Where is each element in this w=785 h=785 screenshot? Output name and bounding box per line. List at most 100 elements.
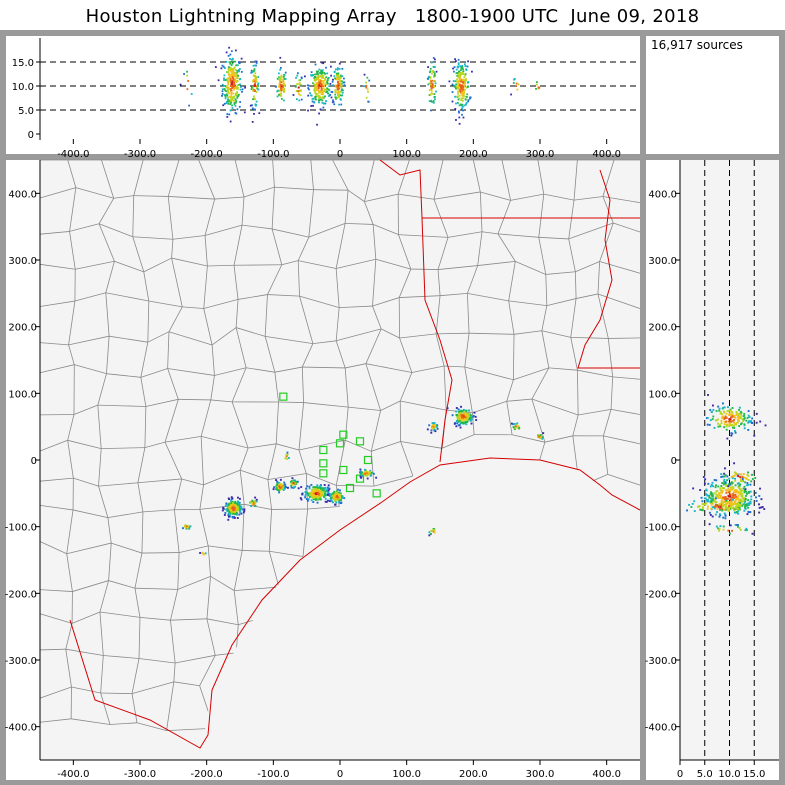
source-point [738,425,741,427]
source-point [311,489,314,491]
county-border [339,305,373,309]
source-point [316,87,318,89]
source-point [184,524,187,527]
source-point [714,497,717,500]
source-point [738,504,741,507]
source-point [743,489,746,492]
county-border [308,189,314,238]
source-point [740,473,743,476]
y-tick-label: 5.0 [18,106,34,117]
county-border [201,436,249,449]
source-point [709,408,712,411]
source-point [290,486,293,489]
source-point [432,70,434,72]
source-point [513,423,516,426]
county-border [39,541,67,555]
source-point [688,503,691,506]
source-point [461,99,464,102]
county-border [506,401,513,435]
source-point [341,75,344,78]
source-point [223,514,226,516]
source-point [739,529,742,531]
county-border [231,401,249,449]
y-tick-label: 10.0 [12,82,34,93]
source-point [711,481,714,484]
source-point [231,98,234,101]
source-point [231,96,234,99]
x-tick-label: 15.0 [743,769,765,780]
source-point [724,415,727,418]
source-point [322,87,325,90]
county-border [501,159,511,201]
source-point [464,98,467,101]
source-point [316,85,318,87]
source-point [238,69,240,72]
county-border [167,368,215,376]
source-point [434,82,437,85]
source-point [738,492,741,495]
source-point [236,92,238,95]
source-point [229,505,232,508]
source-point [227,66,230,69]
county-border [142,509,175,513]
source-point [359,475,362,478]
source-point [236,512,238,514]
y-tick-label: -400.0 [645,723,677,734]
source-point [257,82,260,85]
source-point [458,79,460,82]
source-point [744,504,747,507]
source-point [228,73,231,76]
x-tick-label: 0 [677,769,683,780]
source-point [461,109,464,112]
county-border [274,372,279,403]
source-point [340,82,343,85]
gulf-water [200,458,640,760]
source-point [742,418,745,421]
source-point [278,80,281,83]
source-point [229,98,232,101]
source-point [239,88,242,91]
source-point [725,428,728,431]
source-point [464,73,467,76]
source-point [286,453,289,456]
source-point [340,497,343,499]
source-point [291,477,294,480]
source-point [742,420,745,423]
source-point [732,494,734,497]
source-point [315,89,318,92]
source-point [338,87,341,90]
source-point [723,416,726,419]
x-tick-label: 300.0 [526,149,555,160]
source-point [426,428,429,431]
county-border [144,441,166,449]
source-point [325,76,328,79]
county-border [602,196,614,224]
county-border [137,482,144,512]
source-point [322,488,325,491]
source-point [252,87,255,90]
lma-station-marker [319,445,328,455]
source-point [224,511,227,514]
source-point [460,67,463,69]
source-point [751,422,754,424]
source-point [370,471,373,474]
source-point [221,93,224,95]
county-border [65,623,73,650]
source-point [740,501,743,503]
source-point [711,493,714,496]
county-border [39,263,76,270]
source-point [457,415,460,418]
source-point [250,69,253,72]
source-point [723,478,726,481]
source-point [751,478,754,480]
county-border [278,401,304,403]
source-count-panel [646,36,779,154]
source-point [743,485,746,488]
source-point [460,104,463,107]
county-border [204,198,216,236]
source-point [310,71,313,74]
x-tick-label: 400.0 [592,769,621,780]
source-point [255,62,258,64]
source-point [276,95,279,98]
source-point [758,495,761,497]
